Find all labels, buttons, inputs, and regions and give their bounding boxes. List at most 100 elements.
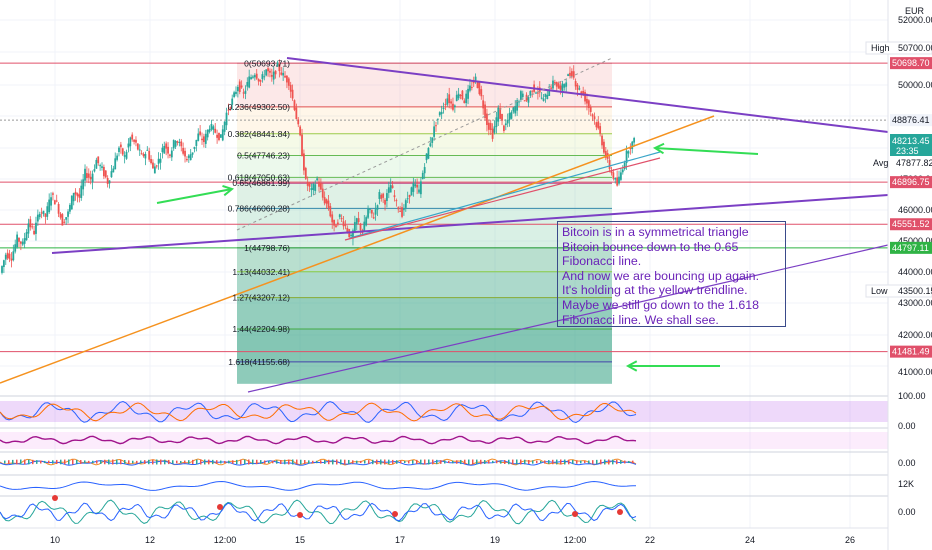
candle-body [229, 107, 232, 109]
red-trendline [344, 157, 661, 241]
histogram-bar [504, 460, 506, 464]
candle-body [152, 162, 154, 169]
histogram-bar [8, 460, 10, 464]
candle-body [314, 184, 317, 191]
candle-body [182, 147, 185, 154]
histogram-bar [160, 459, 162, 465]
histogram-bar [596, 459, 598, 465]
candle-body [286, 75, 288, 83]
indicator-line [0, 435, 637, 445]
time-axis: 10 12 12:00 15 17 19 12:00 22 24 26 [0, 527, 888, 545]
histogram-bar [76, 459, 78, 465]
candle-body [91, 173, 94, 183]
histogram-bar [188, 460, 190, 464]
histogram-bar [356, 460, 358, 464]
signal-dot [297, 512, 303, 518]
candle-body [559, 85, 562, 90]
candle-body [438, 112, 441, 116]
candle-body [465, 93, 468, 104]
fib-label: 0.786(46060.28) [228, 203, 291, 213]
candle-body [521, 93, 524, 98]
candle-body [552, 80, 554, 89]
candle-body [387, 187, 390, 193]
fib-zone [237, 133, 612, 156]
histogram-bar [4, 460, 6, 464]
histogram-bar [476, 459, 478, 465]
histogram-bar [136, 460, 138, 464]
histogram-bar [312, 460, 314, 464]
annotation-box: Bitcoin is in a symmetrical triangle Bit… [557, 221, 786, 327]
candle-body [476, 82, 479, 89]
candle-body [257, 78, 260, 82]
histogram-bar [212, 459, 214, 465]
candle-body [269, 70, 271, 73]
candle-body [142, 153, 145, 157]
candle-body [412, 183, 415, 192]
candle-body [450, 101, 452, 104]
candle-body [297, 119, 300, 125]
indicator-panes [0, 395, 888, 525]
histogram-bar [588, 460, 590, 464]
candle-body [204, 133, 207, 144]
candle-body [131, 134, 134, 140]
candle-body [561, 83, 564, 93]
candle-body [499, 108, 502, 119]
candle-body [82, 179, 85, 190]
fib-zone [237, 63, 612, 107]
histogram-bar [80, 460, 82, 464]
histogram-bar [428, 459, 430, 465]
candle-body [2, 260, 5, 267]
price-tick: 42000.00 [898, 330, 932, 340]
candle-body [497, 107, 500, 122]
candle-body [16, 234, 18, 248]
candle-body [29, 219, 32, 228]
fib-zone [237, 247, 612, 272]
candle-body [178, 141, 181, 143]
histogram-bar [36, 460, 38, 464]
candle-body [353, 222, 356, 233]
candle-body [567, 74, 569, 76]
histogram-bar [372, 459, 374, 465]
candle-body [321, 188, 324, 198]
histogram-bar [164, 459, 166, 465]
blue-trendline [349, 151, 661, 239]
candle-body [352, 230, 354, 239]
candle-body [484, 104, 486, 119]
histogram-bar [176, 460, 178, 464]
histogram-bar [96, 460, 98, 464]
horizontal-lines [0, 62, 888, 353]
candle-body [536, 92, 539, 94]
candle-body [59, 213, 62, 218]
candle-body [146, 149, 149, 151]
histogram-bar [332, 459, 334, 465]
candle-body [225, 112, 228, 126]
candle-body [572, 71, 575, 78]
histogram-bar [316, 460, 318, 464]
candle-body [421, 172, 424, 179]
histogram-bar [544, 460, 546, 464]
candle-body [461, 90, 464, 100]
candle-body [159, 158, 162, 163]
histogram-bar [28, 459, 30, 465]
histogram-bar [100, 460, 102, 464]
annotation-line: Bitcoin bounce down to the 0.65 [562, 239, 739, 254]
histogram-bar [328, 459, 330, 465]
candle-body [576, 84, 579, 90]
candle-body [380, 194, 383, 199]
candle-body [306, 181, 309, 186]
candle-body [55, 200, 58, 202]
histogram-bar [184, 460, 186, 464]
histogram-bar [376, 459, 378, 465]
price-tag-bg [890, 345, 932, 358]
candle-body [374, 209, 377, 215]
current-price: 48213.45 [892, 136, 930, 146]
current-price-bg [890, 134, 932, 156]
histogram-bar [564, 459, 566, 465]
candle-body [263, 76, 266, 78]
histogram-bar [500, 460, 502, 464]
candle-body [253, 75, 256, 78]
candle-body [21, 241, 24, 245]
histogram-bar [452, 460, 454, 464]
candle-body [174, 140, 177, 147]
price-tag: 50698.70 [892, 58, 930, 68]
